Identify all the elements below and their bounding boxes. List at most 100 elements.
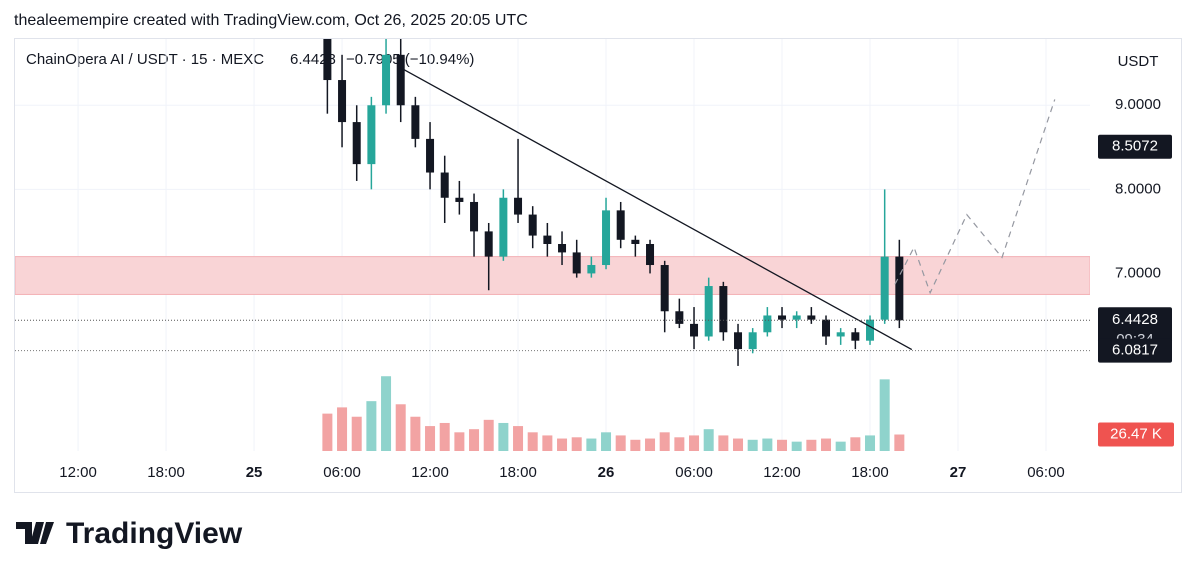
candle-body (763, 315, 772, 333)
last-price-label: 6.4428 (1112, 311, 1158, 328)
x-tick-label: 12:00 (411, 464, 449, 481)
volume-bar (322, 413, 333, 451)
projection-path (894, 99, 1056, 295)
volume-bar (410, 416, 421, 451)
legend-change: −0.7905 (−10.94%) (346, 51, 474, 68)
y-tick-label: 8.0000 (1115, 180, 1161, 197)
x-tick-label: 12:00 (763, 464, 801, 481)
candle-body (323, 39, 332, 81)
volume-label-box (1098, 422, 1174, 447)
candle-body (880, 256, 889, 320)
candle-body (338, 80, 347, 123)
header: thealeemempire created with TradingView.… (14, 12, 528, 29)
brand: TradingView (66, 517, 243, 550)
candle-body (528, 214, 537, 236)
candle-body (587, 265, 596, 274)
volume-bar (337, 407, 348, 451)
volume-bar (381, 376, 392, 451)
candle-body (572, 252, 581, 274)
volume-bar (777, 439, 788, 451)
candle-body (895, 256, 904, 321)
volume-bar (674, 437, 685, 451)
candle-body (734, 332, 743, 350)
x-tick-label: 25 (246, 464, 263, 481)
candle-body (514, 197, 523, 215)
candle-body (866, 319, 875, 341)
volume-bar (469, 429, 480, 451)
volume-bar (821, 438, 832, 451)
candle-body (792, 315, 801, 320)
candle-body (470, 201, 479, 232)
volume-bar (791, 441, 802, 451)
volume-bar (747, 439, 758, 451)
candle-body (440, 172, 449, 198)
y-axis-label: USDT (1118, 53, 1159, 70)
price-box (1098, 134, 1172, 159)
candle-body (675, 311, 684, 324)
candle-body (822, 319, 831, 337)
volume-bar (835, 441, 846, 451)
price-label: 6.0817 (1112, 342, 1158, 359)
candle-body (748, 332, 757, 350)
candle-body (690, 323, 699, 337)
volume-bar (351, 416, 362, 451)
candle-body (704, 286, 713, 337)
volume-bar (425, 426, 436, 451)
legend-symbol: ChainOpera AI / USDT · 15 · MEXC (26, 51, 264, 68)
y-tick-label: 7.0000 (1115, 264, 1161, 281)
candle-body (719, 286, 728, 333)
candle-body (426, 138, 435, 173)
x-tick-label: 06:00 (323, 464, 361, 481)
volume-bar (689, 435, 700, 451)
x-tick-label: 18:00 (147, 464, 185, 481)
volume-bar (879, 379, 890, 451)
candle-body (851, 332, 860, 341)
volume-bar (703, 429, 714, 451)
candle-body (558, 244, 567, 253)
candle-body (778, 315, 787, 320)
candle-body (352, 122, 361, 165)
trendline (399, 66, 913, 351)
candle-body (646, 244, 655, 266)
x-tick-label: 26 (598, 464, 615, 481)
x-tick-label: 27 (950, 464, 967, 481)
candle-body (396, 54, 405, 106)
volume-bar (557, 438, 568, 451)
x-tick-label: 06:00 (1027, 464, 1065, 481)
candle-body (602, 210, 611, 266)
volume-bar (542, 435, 553, 451)
price-label: 8.5072 (1112, 138, 1158, 155)
candle-body (382, 54, 391, 106)
candle-body (499, 197, 508, 257)
volume-bar (571, 437, 582, 451)
volume-bar (615, 435, 626, 451)
y-tick-label: 9.0000 (1115, 96, 1161, 113)
volume-bar (806, 439, 817, 451)
volume-bar (586, 438, 597, 451)
candle-body (807, 315, 816, 320)
volume-bar (733, 438, 744, 451)
candle-body (631, 239, 640, 244)
candle-body (484, 231, 493, 257)
frame (14, 38, 1182, 493)
plot-area (15, 39, 1090, 451)
volume-bar (718, 435, 729, 451)
volume-bar (527, 432, 538, 451)
volume-bar (850, 437, 861, 451)
price-box (1098, 338, 1172, 363)
volume-bar (645, 438, 656, 451)
candle-body (543, 235, 552, 244)
candle-body (367, 105, 376, 165)
volume-bar (454, 432, 465, 451)
candle-body (616, 210, 625, 240)
volume-bar (762, 438, 773, 451)
volume-bar (483, 419, 494, 451)
volume-bar (630, 439, 641, 451)
x-tick-label: 06:00 (675, 464, 713, 481)
volume-bar (395, 404, 406, 451)
volume-bar (894, 434, 905, 451)
logo (16, 522, 54, 544)
volume-bar (439, 422, 450, 451)
